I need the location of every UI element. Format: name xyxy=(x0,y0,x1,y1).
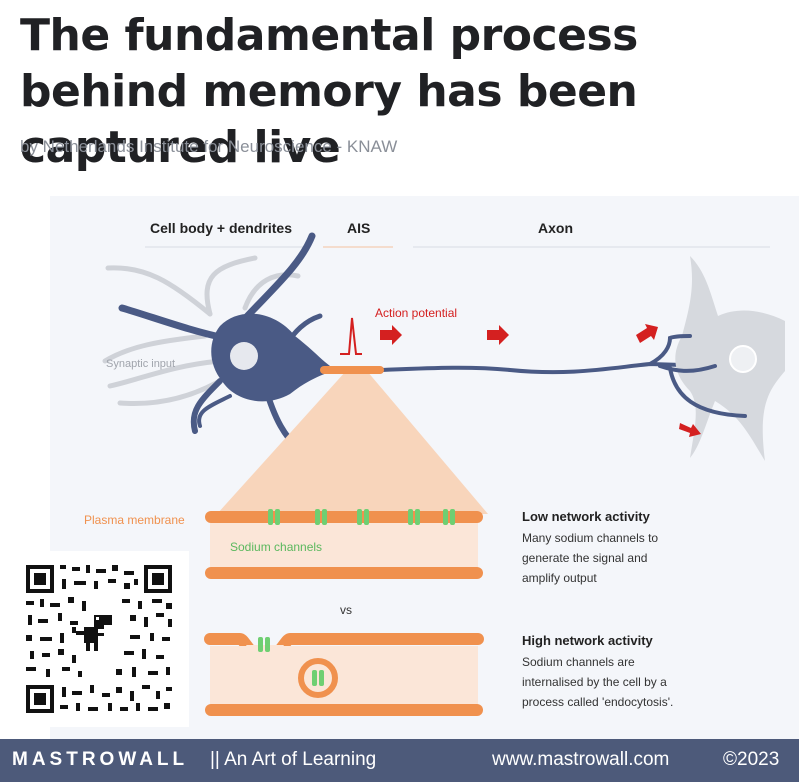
neuron-dendrites xyxy=(118,232,323,454)
header-cell-body: Cell body + dendrites xyxy=(150,220,292,236)
synaptic-input-label: Synaptic input xyxy=(106,358,175,370)
ais-expansion-cone xyxy=(217,371,488,514)
endocytic-vesicle xyxy=(298,658,338,698)
article-byline[interactable]: by Netherlands Institute for Neuroscienc… xyxy=(20,137,398,156)
qr-finder-patterns xyxy=(26,565,172,713)
footer-bar: MASTROWALL || An Art of Learning www.mas… xyxy=(0,739,799,782)
axon xyxy=(379,361,716,375)
vs-label: vs xyxy=(340,603,352,617)
article-title: The fundamental process behind memory ha… xyxy=(20,10,638,173)
lower-membrane-bottom xyxy=(205,704,483,716)
sodium-channels-label: Sodium channels xyxy=(230,540,322,554)
sodium-channel-icons xyxy=(268,509,455,525)
low-activity-line-1: Many sodium channels to xyxy=(522,531,658,545)
neuron-nucleus xyxy=(230,342,258,370)
low-activity-line-3: amplify output xyxy=(522,571,597,585)
qr-modules xyxy=(26,565,172,711)
brand-tagline: || An Art of Learning xyxy=(210,749,377,770)
internalised-sodium-channel xyxy=(312,670,324,686)
plasma-membrane-label: Plasma membrane xyxy=(84,513,185,527)
qr-code[interactable] xyxy=(12,551,189,727)
signal-arrows xyxy=(380,324,701,437)
high-activity-line-2: internalised by the cell by a xyxy=(522,675,667,689)
high-activity-title: High network activity xyxy=(522,633,654,648)
website-link[interactable]: www.mastrowall.com xyxy=(492,749,670,770)
upper-membrane-top xyxy=(205,511,483,523)
header-axon: Axon xyxy=(538,220,573,236)
dinosaur-icon xyxy=(72,615,112,651)
low-activity-title: Low network activity xyxy=(522,509,651,524)
action-potential-spike xyxy=(340,317,362,355)
upper-membrane-fill xyxy=(210,523,478,567)
action-potential-label: Action potential xyxy=(375,306,457,320)
header-ais: AIS xyxy=(347,220,370,236)
membrane-sodium-channel xyxy=(258,637,270,652)
lower-membrane-fill xyxy=(210,646,478,704)
low-activity-line-2: generate the signal and xyxy=(522,551,647,565)
high-activity-line-1: Sodium channels are xyxy=(522,655,635,669)
neuron-soma xyxy=(211,313,335,402)
copyright-notice: ©2023 xyxy=(723,749,780,770)
upper-membrane-bottom xyxy=(205,567,483,579)
high-activity-line-3: process called 'endocytosis'. xyxy=(522,695,673,709)
axon-terminals xyxy=(648,334,747,418)
axon-initial-segment xyxy=(320,366,384,374)
brand-name: MASTROWALL xyxy=(12,749,189,770)
